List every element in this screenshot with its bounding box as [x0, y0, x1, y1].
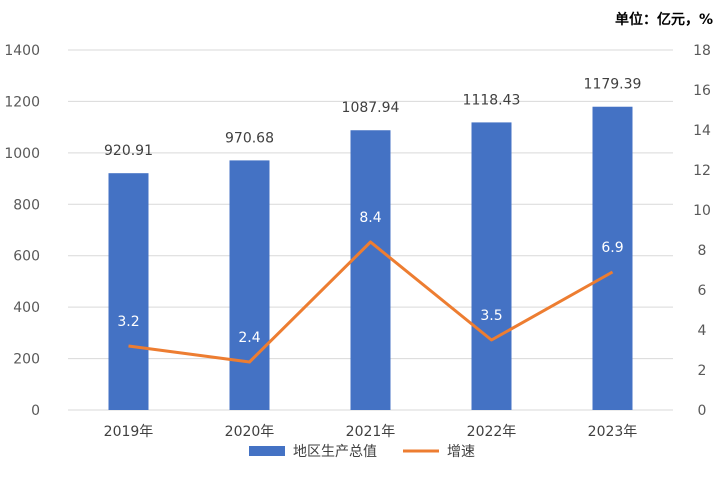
left-tick-label: 800: [13, 197, 40, 213]
right-tick-label: 14: [693, 123, 711, 139]
legend-bar-label: 地区生产总值: [293, 444, 377, 460]
bar-data-labels: 920.91 970.68 1087.94 1118.43 1179.39: [104, 77, 641, 159]
bar-value-label: 1118.43: [463, 92, 521, 108]
left-tick-label: 600: [13, 249, 40, 265]
line-value-label: 8.4: [359, 210, 381, 226]
bar-value-label: 1179.39: [584, 77, 642, 93]
right-tick-label: 18: [693, 43, 711, 59]
left-axis-ticks: 0 200 400 600 800 1000 1200 1400: [4, 43, 40, 419]
legend: 地区生产总值 增速: [249, 444, 475, 460]
right-axis-ticks: 0 2 4 6 8 10 12 14 16 18: [693, 43, 711, 419]
unit-label: 单位：亿元，%: [615, 11, 713, 28]
line-value-label: 2.4: [238, 330, 260, 346]
line-path: [128, 240, 614, 364]
bar-value-label: 970.68: [225, 130, 274, 146]
category-labels: 2019年 2020年 2021年 2022年 2023年: [104, 424, 638, 440]
bar: [592, 106, 633, 411]
left-tick-label: 1200: [4, 94, 40, 110]
category-label: 2021年: [346, 424, 396, 440]
bar-value-label: 1087.94: [342, 100, 400, 116]
left-tick-label: 1400: [4, 43, 40, 59]
bar: [229, 160, 270, 410]
legend-bar-swatch: [249, 446, 285, 456]
line-value-label: 3.5: [480, 308, 502, 324]
left-tick-label: 200: [13, 352, 40, 368]
right-tick-label: 2: [698, 363, 707, 379]
right-tick-label: 12: [693, 163, 711, 179]
right-tick-label: 6: [698, 283, 707, 299]
left-tick-label: 400: [13, 300, 40, 316]
legend-line-label: 增速: [447, 444, 475, 460]
right-tick-label: 0: [698, 403, 707, 419]
line-value-label: 6.9: [601, 240, 623, 256]
bar: [350, 130, 391, 410]
bar-series: [108, 106, 633, 411]
category-label: 2023年: [588, 424, 638, 440]
right-tick-label: 16: [693, 83, 711, 99]
bar: [108, 173, 149, 410]
category-label: 2022年: [467, 424, 517, 440]
bar: [471, 122, 512, 410]
line-value-label: 3.2: [117, 314, 139, 330]
line-series: 3.2 2.4 8.4 3.5 6.9: [117, 210, 624, 364]
right-tick-label: 4: [698, 323, 707, 339]
category-label: 2020年: [225, 424, 275, 440]
left-tick-label: 0: [31, 403, 40, 419]
right-tick-label: 8: [698, 243, 707, 259]
category-label: 2019年: [104, 424, 154, 440]
left-tick-label: 1000: [4, 146, 40, 162]
bar-value-label: 920.91: [104, 143, 153, 159]
right-tick-label: 10: [693, 203, 711, 219]
